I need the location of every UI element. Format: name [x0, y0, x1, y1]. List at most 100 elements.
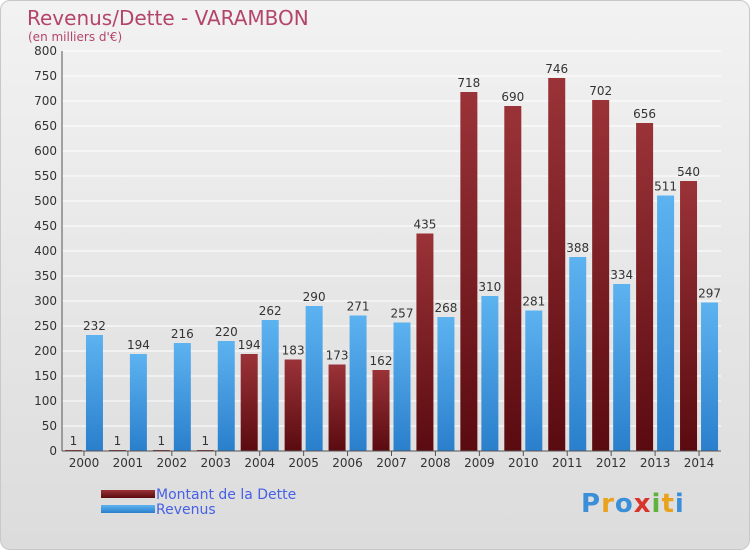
data-label: 746 — [545, 62, 568, 76]
data-label: 297 — [698, 287, 721, 301]
bar-revenus — [525, 310, 543, 451]
chart-subtitle: (en milliers d'€) — [28, 30, 123, 44]
x-tick-label: 2013 — [640, 456, 671, 470]
x-tick-label: 2007 — [376, 456, 407, 470]
bar-dette — [460, 92, 478, 451]
bar-dette — [240, 354, 258, 451]
bar-revenus — [349, 315, 367, 451]
data-label: 271 — [347, 300, 370, 314]
data-label: 1 — [114, 434, 122, 448]
data-labels: 1232119412161220194262183290173271162257… — [70, 62, 721, 448]
x-tick-label: 2000 — [69, 456, 100, 470]
data-label: 1 — [201, 434, 209, 448]
data-label: 194 — [238, 338, 261, 352]
x-tick-label: 2002 — [157, 456, 188, 470]
axes: 0 50 100 150 200 250 300 350 400 450 500 550 600 650 7… — [34, 44, 721, 470]
y-tick-label: 50 — [42, 419, 57, 433]
y-tick-label: 250 — [34, 319, 57, 333]
legend-swatch-dette — [101, 490, 155, 498]
bar-dette — [284, 359, 302, 451]
bar-revenus — [173, 343, 191, 451]
y-tick-label: 650 — [34, 119, 57, 133]
bar-dette — [592, 100, 610, 451]
data-label: 718 — [457, 76, 480, 90]
x-tick-label: 2011 — [552, 456, 583, 470]
legend-swatch-revenus — [101, 505, 155, 513]
bar-dette — [680, 181, 698, 451]
bar-dette — [372, 370, 390, 451]
y-tick-label: 350 — [34, 269, 57, 283]
bar-dette — [504, 106, 522, 451]
bar-revenus — [393, 322, 411, 451]
y-tick-label: 200 — [34, 344, 57, 358]
x-tick-label: 2010 — [508, 456, 539, 470]
logo-letter: x — [633, 489, 652, 519]
y-tick-label: 450 — [34, 219, 57, 233]
y-tick-label: 400 — [34, 244, 57, 258]
bar-dette — [636, 123, 654, 451]
x-tick-label: 2004 — [244, 456, 275, 470]
bar-dette — [328, 364, 346, 451]
x-tick-label: 2014 — [684, 456, 715, 470]
x-tick-label: 2001 — [113, 456, 144, 470]
data-label: 194 — [127, 338, 150, 352]
bar-dette — [548, 78, 566, 451]
y-tick-label: 800 — [34, 44, 57, 58]
bar-revenus — [701, 302, 719, 451]
data-label: 540 — [677, 165, 700, 179]
data-label: 1 — [70, 434, 78, 448]
x-tick-label: 2003 — [200, 456, 231, 470]
bar-revenus — [657, 195, 675, 451]
y-tick-label: 600 — [34, 144, 57, 158]
y-tick-label: 100 — [34, 394, 57, 408]
data-label: 268 — [434, 301, 457, 315]
bar-revenus — [217, 341, 235, 451]
chart-title: Revenus/Dette - VARAMBON — [27, 6, 309, 30]
legend-label-revenus: Revenus — [156, 502, 216, 518]
data-label: 183 — [282, 344, 305, 358]
data-label: 388 — [566, 241, 589, 255]
y-tick-label: 750 — [34, 69, 57, 83]
bars — [64, 78, 719, 451]
logo-letter: r — [601, 489, 615, 519]
data-label: 220 — [215, 325, 238, 339]
data-label: 216 — [171, 327, 194, 341]
y-tick-label: 0 — [49, 444, 57, 458]
data-label: 310 — [478, 280, 501, 294]
bar-revenus — [569, 257, 587, 451]
data-label: 435 — [413, 218, 436, 232]
data-label: 702 — [589, 84, 612, 98]
data-label: 257 — [391, 307, 414, 321]
y-tick-label: 700 — [34, 94, 57, 108]
x-tick-label: 2005 — [288, 456, 319, 470]
x-tick-label: 2006 — [332, 456, 363, 470]
bar-revenus — [261, 320, 279, 451]
x-tick-label: 2009 — [464, 456, 495, 470]
data-label: 262 — [259, 304, 282, 318]
bar-revenus — [437, 317, 455, 451]
logo-letter: P — [581, 489, 602, 519]
x-tick-label: 2012 — [596, 456, 627, 470]
y-tick-label: 150 — [34, 369, 57, 383]
bar-revenus — [129, 354, 147, 451]
data-label: 173 — [326, 349, 349, 363]
logo-letter: i — [674, 489, 685, 519]
y-tick-label: 300 — [34, 294, 57, 308]
data-label: 656 — [633, 107, 656, 121]
bar-revenus — [481, 296, 499, 451]
y-tick-label: 550 — [34, 169, 57, 183]
data-label: 290 — [303, 290, 326, 304]
logo-letter: t — [661, 489, 675, 519]
bar-revenus — [613, 284, 631, 451]
data-label: 162 — [370, 354, 393, 368]
data-label: 690 — [501, 90, 524, 104]
bar-dette — [416, 233, 434, 451]
data-label: 232 — [83, 319, 106, 333]
logo-letter: o — [614, 489, 634, 519]
data-label: 511 — [654, 180, 677, 194]
data-label: 334 — [610, 268, 633, 282]
y-tick-label: 500 — [34, 194, 57, 208]
data-label: 281 — [522, 295, 545, 309]
